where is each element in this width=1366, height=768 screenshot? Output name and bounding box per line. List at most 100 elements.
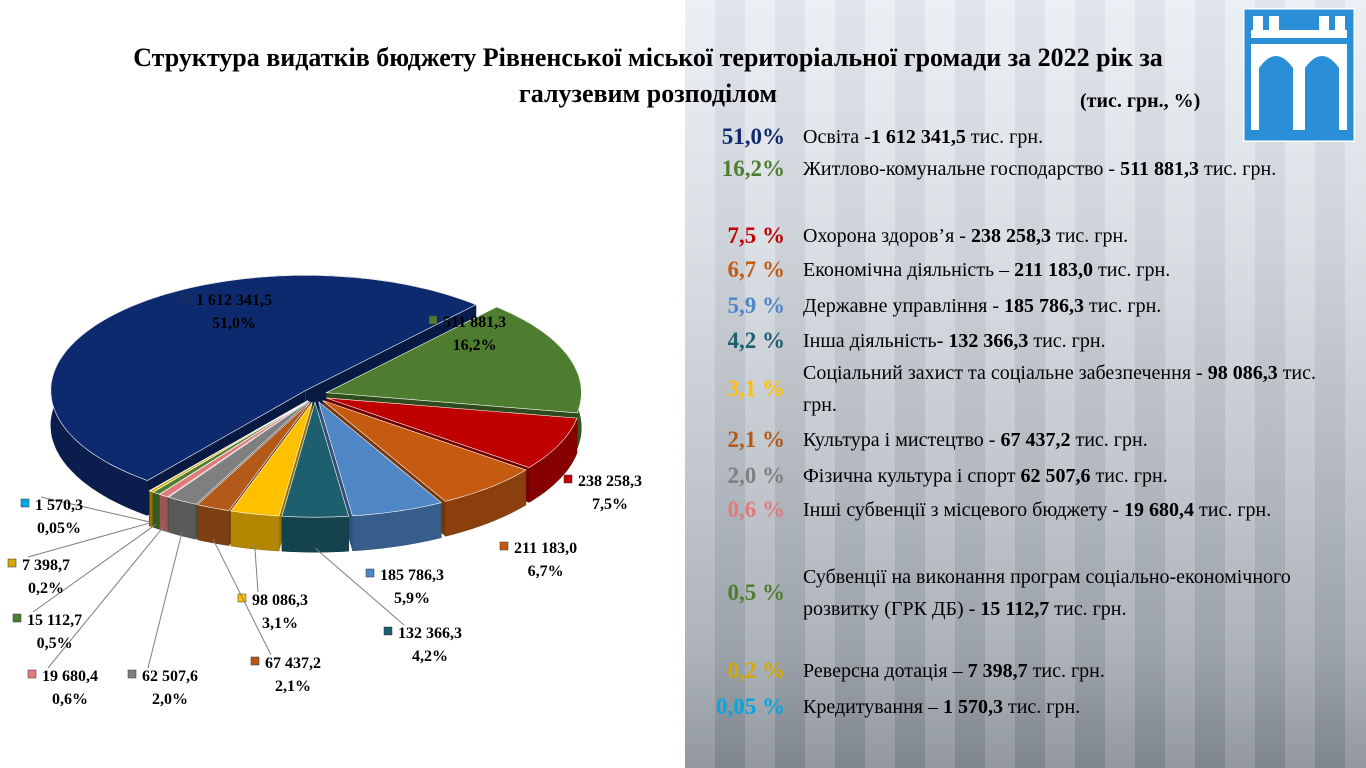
legend-percent: 6,7 % <box>727 257 786 282</box>
pie-slice <box>196 401 311 511</box>
legend-item: 6,7 % Економічна діяльність – 211 183,0 т… <box>690 254 1330 286</box>
legend-percent: 5,9 % <box>727 293 786 318</box>
legend-text: Інші субвенції з місцевого бюджету - 19 … <box>803 494 1328 526</box>
percent-label: 0,5% <box>37 635 73 652</box>
slice-side <box>159 494 168 533</box>
legend-amount: 185 786,3 <box>1004 295 1085 317</box>
coat-of-arms <box>1243 8 1355 142</box>
data-label: 1 612 341,5 <box>196 292 272 309</box>
legend-amount: 62 507,6 <box>1020 465 1091 487</box>
data-label: 211 183,0 <box>514 540 577 557</box>
percent-label: 6,7% <box>528 563 564 580</box>
legend-item: 3,1 % Соціальний захист та соціальне забе… <box>690 357 1330 421</box>
percent-label: 51,0% <box>212 315 256 332</box>
percent-label: 2,1% <box>275 678 311 695</box>
legend-percent: 0,6 % <box>727 497 786 522</box>
slice-side <box>281 515 349 553</box>
legend-text: Фізична культура і спорт 62 507,6 тис. г… <box>803 460 1328 492</box>
legend-unit: тис. грн. <box>1075 429 1148 451</box>
legend-percent: 0,05 % <box>716 694 785 719</box>
label-marker <box>20 498 30 508</box>
legend-unit: тис. грн. <box>1032 660 1105 682</box>
label-marker <box>250 656 260 666</box>
legend-item: 0,2 % Реверсна дотація – 7 398,7 тис. грн… <box>690 655 1330 687</box>
legend-unit: тис. грн. <box>803 362 1317 416</box>
legend-item: 0,6 % Інші субвенції з місцевого бюджету … <box>690 494 1330 526</box>
pie-slice <box>50 275 477 481</box>
legend-amount: 132 366,3 <box>948 330 1029 352</box>
legend-item: 51,0% Освіта -1 612 341,5 тис. грн. <box>690 121 1330 153</box>
legend-text: Житлово-комунальне господарство - 511 88… <box>803 153 1328 185</box>
legend-category: Економічна діяльність – <box>803 259 1015 281</box>
legend-category: Державне управління - <box>803 295 1005 317</box>
percent-label: 3,1% <box>262 615 298 632</box>
leader-line <box>314 547 405 626</box>
pie-slice <box>325 397 578 468</box>
legend-unit: тис. грн. <box>1007 696 1081 718</box>
legend-text: Субвенції на виконання програм соціально… <box>803 561 1328 625</box>
percent-label: 0,2% <box>28 580 64 597</box>
legend-unit: тис. грн. <box>1095 465 1168 487</box>
legend-category: Соціальний захист та соціальне забезпече… <box>803 362 1208 384</box>
legend-percent: 0,2 % <box>727 658 786 683</box>
legend-amount: 67 437,2 <box>1000 429 1071 451</box>
legend-item: 5,9 % Державне управління - 185 786,3 тис… <box>690 290 1330 322</box>
data-label: 1 570,3 <box>35 497 83 514</box>
legend-percent: 2,0 % <box>727 463 786 488</box>
slice-side <box>230 510 280 552</box>
slice-side <box>152 491 160 530</box>
leader-line <box>27 522 152 558</box>
legend-unit: тис. грн. <box>1033 330 1106 352</box>
data-label: 238 258,3 <box>578 473 642 490</box>
percent-label: 5,9% <box>394 590 430 607</box>
label-marker <box>127 669 137 679</box>
legend-unit: тис. грн. <box>1054 598 1127 620</box>
legend-category: Охорона здоров’я - <box>803 225 971 247</box>
percent-label: 0,05% <box>37 520 81 537</box>
legend-unit: тис. грн. <box>970 126 1044 148</box>
pie-slice <box>281 401 350 518</box>
percent-label: 7,5% <box>592 496 628 513</box>
legend-percent: 51,0% <box>721 124 785 149</box>
legend-amount: 98 086,3 <box>1207 362 1278 384</box>
legend-text: Реверсна дотація – 7 398,7 тис. грн. <box>803 655 1328 687</box>
data-label: 19 680,4 <box>42 668 98 685</box>
label-marker <box>12 613 22 623</box>
legend-text: Державне управління - 185 786,3 тис. грн… <box>803 290 1328 322</box>
legend-unit: тис. грн. <box>1098 259 1171 281</box>
label-marker <box>563 474 573 484</box>
legend-category: Кредитування – <box>803 696 943 718</box>
legend-unit: тис. грн. <box>1055 225 1129 247</box>
pie-slice <box>167 400 310 505</box>
legend-amount: 238 258,3 <box>970 225 1051 247</box>
legend-text: Охорона здоров’я - 238 258,3 тис. грн. <box>803 220 1328 252</box>
legend-percent: 4,2 % <box>727 328 786 353</box>
legend-item: 16,2% Житлово-комунальне господарство - 5… <box>690 153 1330 185</box>
pie-slice <box>318 400 442 517</box>
legend-category: Інша діяльність- <box>803 330 949 352</box>
legend-category: Освіта - <box>803 126 871 148</box>
legend-item: 7,5 % Охорона здоров’я - 238 258,3 тис. г… <box>690 220 1330 252</box>
data-label: 62 507,6 <box>142 668 198 685</box>
legend-amount: 15 112,7 <box>980 598 1050 620</box>
label-marker <box>7 558 17 568</box>
legend-item: 0,5 % Субвенції на виконання програм соці… <box>690 561 1330 625</box>
data-label: 185 786,3 <box>380 567 444 584</box>
leader-line <box>40 496 150 523</box>
label-marker <box>428 315 438 325</box>
leader-line <box>47 526 165 669</box>
legend-percent: 2,1 % <box>727 427 786 452</box>
data-label: 7 398,7 <box>22 557 70 574</box>
legend-text: Кредитування – 1 570,3 тис. грн. <box>803 691 1328 723</box>
legend-category: Субвенції на виконання програм соціально… <box>803 566 1291 620</box>
legend-unit: тис. грн. <box>1203 158 1277 180</box>
legend-amount: 7 398,7 <box>967 660 1028 682</box>
legend-percent: 16,2% <box>721 156 785 181</box>
pie-slice <box>158 400 309 498</box>
pie-slice <box>148 400 308 492</box>
legend-text: Культура і мистецтво - 67 437,2 тис. грн… <box>803 424 1328 456</box>
pie-slice <box>325 306 582 414</box>
data-label: 132 366,3 <box>398 625 462 642</box>
legend-category: Культура і мистецтво - <box>803 429 1001 451</box>
